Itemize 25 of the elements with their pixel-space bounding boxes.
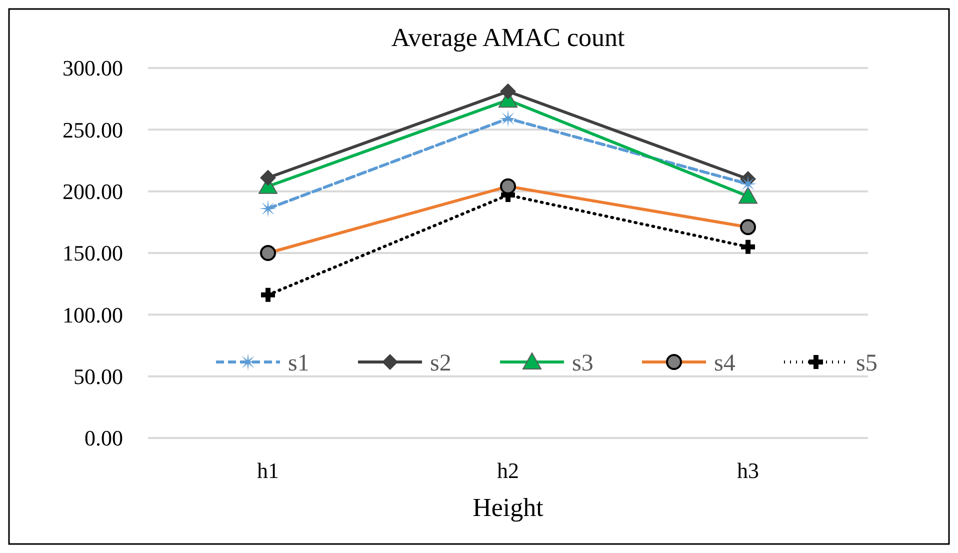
legend-label: s5: [856, 350, 878, 376]
x-tick-label: h3: [737, 458, 759, 483]
y-tick-label: 200.00: [62, 179, 123, 204]
legend-label: s3: [572, 350, 594, 376]
chart-title: Average AMAC count: [391, 23, 626, 52]
y-tick-label: 150.00: [62, 240, 123, 266]
y-tick-label: 50.00: [74, 364, 123, 390]
y-tick-label: 250.00: [62, 117, 123, 142]
point: [499, 110, 517, 128]
legend-label: s2: [430, 350, 452, 376]
point: [738, 186, 758, 204]
x-axis-title: Height: [472, 493, 544, 522]
point: [500, 83, 516, 100]
x-tick-label: h1: [257, 458, 279, 483]
y-tick-label: 300.00: [62, 56, 123, 81]
y-tick-label: 100.00: [62, 302, 123, 328]
point: [741, 240, 755, 254]
point: [260, 170, 276, 186]
legend-label: s1: [288, 350, 310, 376]
point: [739, 174, 757, 193]
y-tick-label: 0.00: [84, 426, 123, 451]
x-tick-label: h2: [497, 458, 519, 483]
point: [259, 200, 277, 218]
point: [261, 288, 275, 302]
legend-label: s4: [714, 350, 736, 376]
